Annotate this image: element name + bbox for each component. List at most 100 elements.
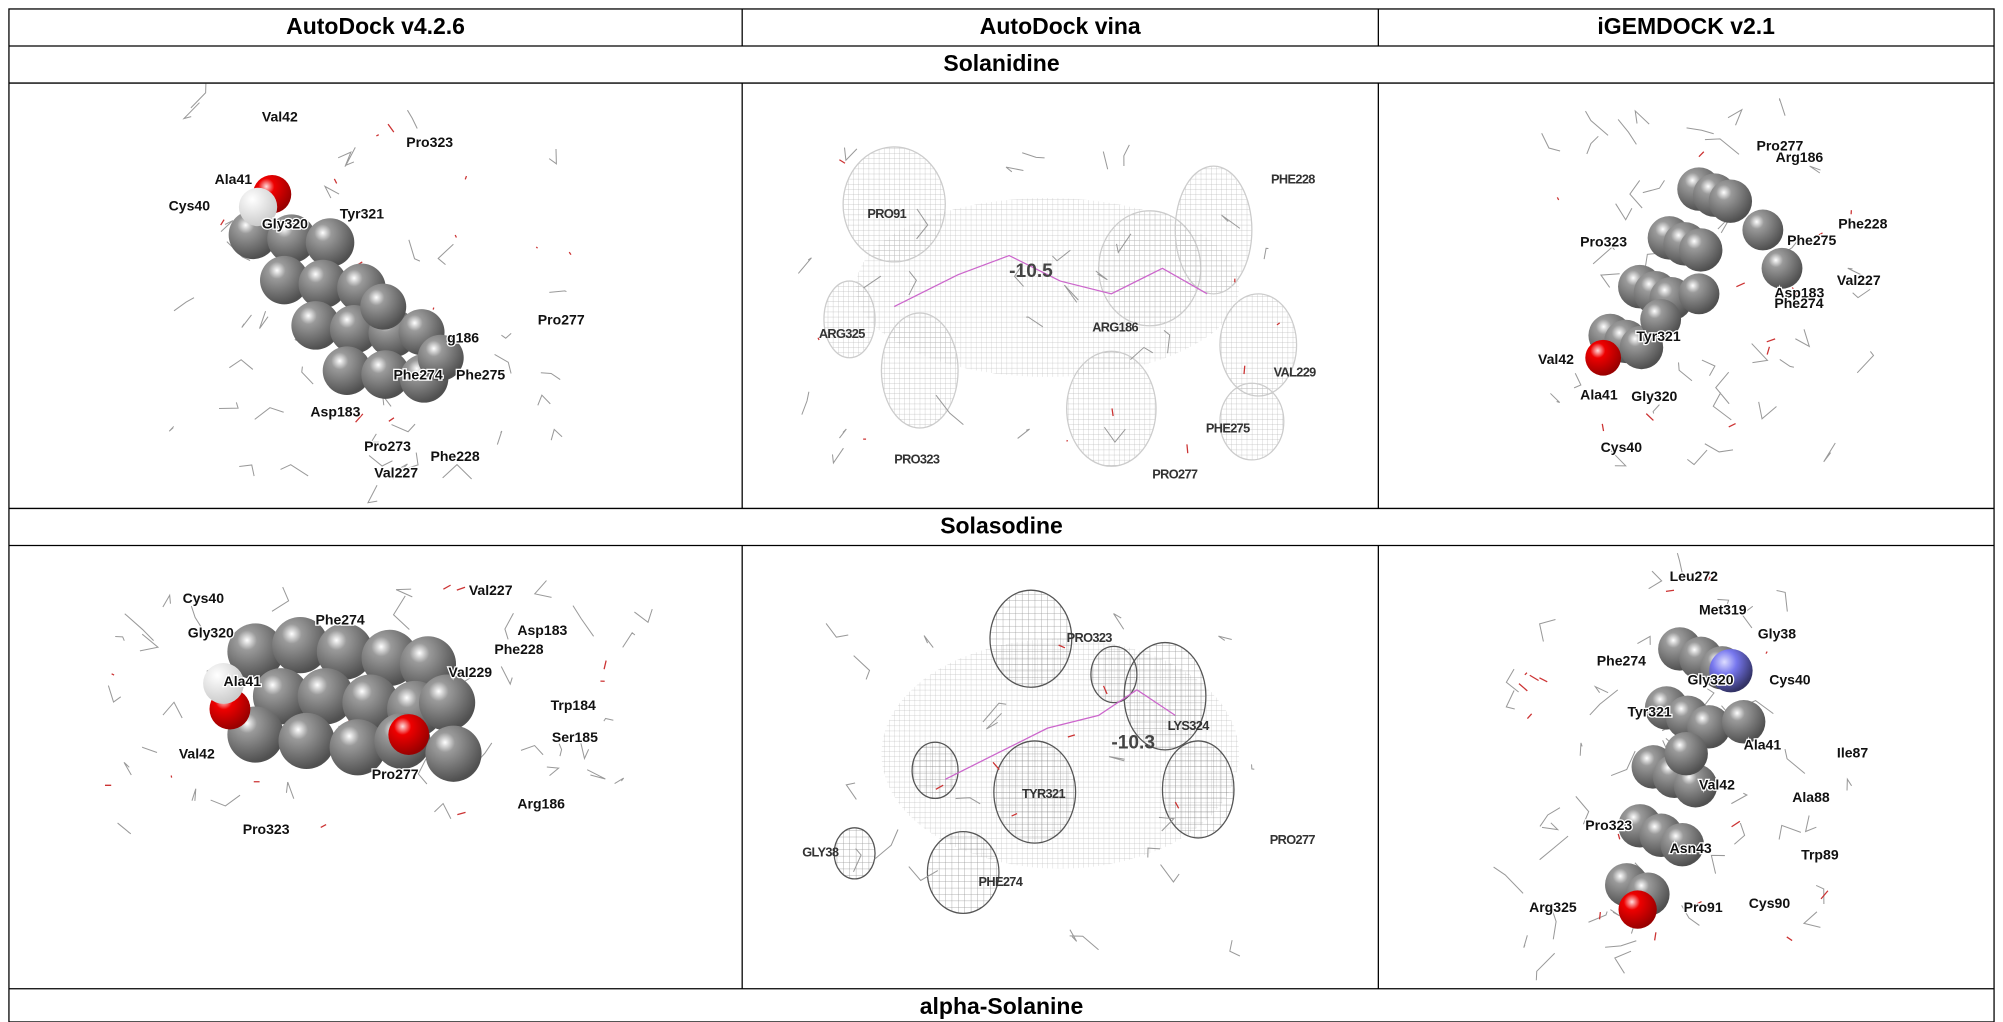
- residue-label: Asn43: [1670, 840, 1712, 856]
- docking-score: -10.3: [1111, 733, 1155, 754]
- mesh-sphere: [1162, 741, 1234, 838]
- residue-label: Pro277: [538, 311, 585, 327]
- residue-label: Gly320: [1687, 672, 1733, 688]
- atom-sphere: [1679, 228, 1722, 271]
- residue-label: Pro273: [364, 438, 411, 454]
- residue-label: Gly320: [1631, 388, 1677, 404]
- mesh-sphere: [1067, 351, 1156, 466]
- residue-label: Val227: [1837, 272, 1881, 288]
- mesh-sphere: [912, 742, 958, 798]
- atom-sphere: [1762, 248, 1803, 289]
- residue-label: Arg186: [517, 796, 565, 812]
- page: {"table": { "header": ["AutoDock v4.2.6"…: [0, 0, 2003, 1022]
- section-title: Solanidine: [943, 50, 1059, 76]
- figure-table: AutoDock v4.2.6 AutoDock vina iGEMDOCK v…: [0, 0, 2003, 1022]
- residue-label: Pro323: [243, 821, 290, 837]
- residue-label: Ala41: [1744, 737, 1782, 753]
- mesh-sphere: [990, 590, 1072, 687]
- atom-sphere: [1618, 890, 1656, 928]
- section-title: Solasodine: [940, 513, 1063, 539]
- residue-label: Gly320: [188, 624, 234, 640]
- mesh-sphere: [824, 281, 875, 358]
- residue-label: Val227: [374, 465, 418, 481]
- residue-label: Ile87: [1837, 744, 1868, 760]
- atom-sphere: [419, 675, 475, 731]
- mesh-sphere: [843, 147, 945, 262]
- residue-label: Met319: [1699, 601, 1747, 617]
- residue-label: Pro277: [372, 766, 419, 782]
- residue-label: LYS324: [1168, 718, 1211, 733]
- atom-sphere: [306, 218, 355, 267]
- atom-sphere: [388, 714, 429, 755]
- residue-label: Val42: [179, 746, 215, 762]
- residue-label: Arg186: [1776, 149, 1824, 165]
- residue-label: PHE228: [1271, 172, 1315, 187]
- residue-label: Pro91: [1684, 899, 1723, 915]
- residue-label: VAL229: [1274, 364, 1317, 379]
- atom-sphere: [278, 713, 334, 769]
- residue-label: Cys40: [1601, 439, 1643, 455]
- residue-label: Ser185: [552, 729, 598, 745]
- atom-sphere: [360, 284, 406, 330]
- residue-label: Tyr321: [1627, 704, 1671, 720]
- residue-label: TYR321: [1022, 786, 1066, 801]
- residue-label: Tyr321: [1636, 328, 1680, 344]
- residue-label: Asp183: [310, 403, 360, 419]
- docking-score: -10.5: [1009, 261, 1053, 282]
- residue-label: Leu272: [1670, 568, 1719, 584]
- mesh-sphere: [834, 828, 875, 879]
- residue-label: Val42: [1699, 776, 1735, 792]
- atom-sphere: [1679, 273, 1720, 314]
- residue-label: GLY38: [802, 845, 839, 860]
- residue-label: Ala88: [1792, 789, 1830, 805]
- mesh-sphere: [1220, 294, 1297, 396]
- residue-label: Val42: [1538, 351, 1574, 367]
- residue-label: Cys40: [1769, 672, 1811, 688]
- residue-label: Ala41: [215, 171, 253, 187]
- atom-sphere: [1585, 340, 1621, 376]
- residue-label: Pro323: [1585, 817, 1632, 833]
- residue-label: Gly38: [1758, 626, 1796, 642]
- column-header: iGEMDOCK v2.1: [1597, 13, 1775, 39]
- residue-label: Asp183: [517, 622, 567, 638]
- residue-label: PHE275: [1206, 421, 1250, 436]
- residue-label: Phe228: [1838, 216, 1887, 232]
- residue-label: ARG325: [819, 326, 865, 341]
- mesh-sphere: [881, 313, 958, 428]
- atom-sphere: [1742, 210, 1783, 251]
- column-header: AutoDock v4.2.6: [286, 13, 465, 39]
- residue-label: Phe275: [456, 366, 505, 382]
- residue-label: Ala41: [224, 673, 262, 689]
- residue-label: Cys90: [1749, 895, 1791, 911]
- residue-label: Val227: [469, 582, 513, 598]
- residue-label: Cys40: [169, 198, 211, 214]
- residue-label: Gly320: [262, 216, 308, 232]
- residue-label: Trp184: [551, 697, 596, 713]
- section-title: alpha-Solanine: [920, 993, 1083, 1019]
- residue-label: Pro323: [406, 134, 453, 150]
- residue-label: Ala41: [1580, 387, 1618, 403]
- atom-sphere: [1709, 179, 1752, 222]
- residue-label: Phe228: [494, 641, 543, 657]
- residue-label: Phe275: [1787, 232, 1836, 248]
- column-header: AutoDock vina: [980, 13, 1141, 39]
- atom-sphere: [1664, 732, 1707, 775]
- residue-label: PRO91: [867, 206, 906, 221]
- residue-label: PHE274: [979, 874, 1024, 889]
- residue-label: Tyr321: [340, 205, 384, 221]
- residue-label: Trp89: [1801, 847, 1839, 863]
- mesh-sphere: [1175, 166, 1252, 294]
- residue-label: Arg325: [1529, 899, 1577, 915]
- residue-label: PRO323: [894, 451, 940, 466]
- residue-label: Phe228: [430, 448, 479, 464]
- residue-label: Phe274: [1774, 295, 1823, 311]
- residue-label: PRO277: [1270, 832, 1316, 847]
- residue-label: Val229: [448, 664, 492, 680]
- residue-label: g186: [447, 329, 479, 345]
- residue-label: Pro323: [1580, 233, 1627, 249]
- residue-label: Phe274: [316, 612, 365, 628]
- atom-sphere: [425, 726, 481, 782]
- mesh-sphere: [927, 832, 999, 914]
- residue-label: ARG186: [1092, 320, 1138, 335]
- residue-label: Phe274: [393, 366, 442, 382]
